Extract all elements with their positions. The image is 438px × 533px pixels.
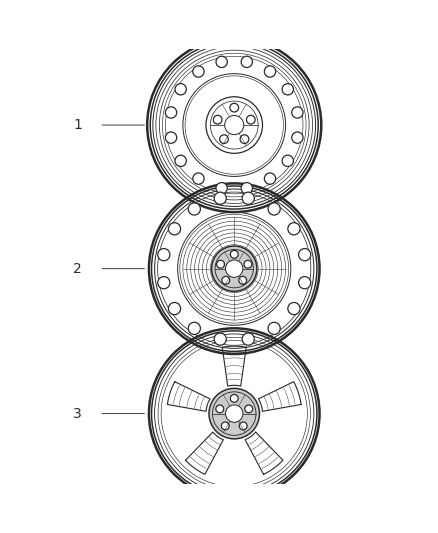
Circle shape	[244, 260, 252, 268]
Circle shape	[175, 155, 186, 166]
Circle shape	[188, 322, 201, 335]
Circle shape	[214, 333, 226, 345]
Circle shape	[268, 322, 280, 335]
Circle shape	[222, 277, 230, 284]
Circle shape	[188, 203, 201, 215]
Circle shape	[216, 56, 227, 68]
Circle shape	[292, 107, 303, 118]
Circle shape	[226, 405, 243, 422]
Circle shape	[230, 103, 239, 112]
Circle shape	[193, 66, 204, 77]
Text: 2: 2	[73, 262, 82, 276]
Circle shape	[230, 394, 238, 402]
Circle shape	[240, 135, 249, 143]
Text: 3: 3	[73, 407, 82, 421]
Circle shape	[175, 84, 186, 95]
Circle shape	[299, 277, 311, 289]
Circle shape	[158, 277, 170, 289]
Circle shape	[288, 303, 300, 314]
Circle shape	[265, 66, 276, 77]
Circle shape	[213, 115, 222, 124]
Circle shape	[239, 422, 247, 430]
Circle shape	[193, 173, 204, 184]
Circle shape	[209, 389, 259, 439]
Circle shape	[245, 405, 253, 413]
Circle shape	[217, 260, 225, 268]
Circle shape	[292, 132, 303, 143]
Circle shape	[212, 246, 257, 292]
Circle shape	[230, 251, 238, 258]
Circle shape	[214, 192, 226, 204]
Circle shape	[288, 223, 300, 235]
Circle shape	[268, 203, 280, 215]
Circle shape	[241, 183, 252, 194]
Text: 1: 1	[73, 118, 82, 132]
Circle shape	[216, 405, 224, 413]
Circle shape	[241, 56, 252, 68]
Circle shape	[166, 132, 177, 143]
Circle shape	[158, 248, 170, 261]
Circle shape	[247, 115, 255, 124]
Circle shape	[169, 223, 180, 235]
Circle shape	[242, 333, 254, 345]
Circle shape	[169, 303, 180, 314]
Circle shape	[299, 248, 311, 261]
Circle shape	[225, 116, 244, 135]
Circle shape	[242, 192, 254, 204]
Circle shape	[216, 183, 227, 194]
Circle shape	[265, 173, 276, 184]
Circle shape	[221, 422, 229, 430]
Circle shape	[282, 84, 293, 95]
Circle shape	[282, 155, 293, 166]
Circle shape	[166, 107, 177, 118]
Circle shape	[219, 135, 228, 143]
Circle shape	[226, 260, 243, 277]
Circle shape	[239, 277, 247, 284]
